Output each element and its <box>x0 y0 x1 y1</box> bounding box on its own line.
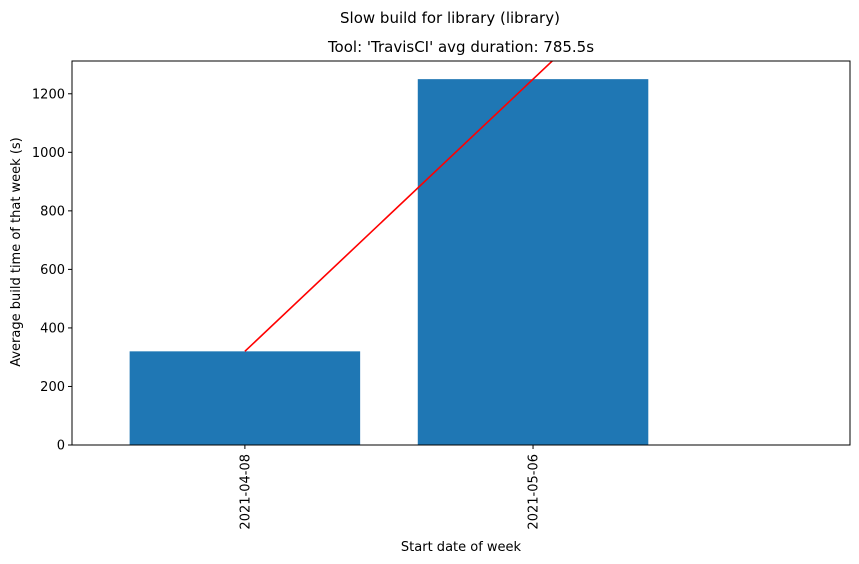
chart-suptitle: Slow build for library (library) <box>340 9 560 27</box>
chart-title: Tool: 'TravisCI' avg duration: 785.5s <box>327 38 594 56</box>
x-axis-ticks: 2021-04-08 2021-05-06 <box>238 445 542 530</box>
y-tick-label: 200 <box>40 380 65 395</box>
y-tick-label: 0 <box>57 439 65 454</box>
y-axis-ticks: 0 200 400 600 800 1000 1200 <box>32 87 72 454</box>
y-tick-label: 1000 <box>32 146 65 161</box>
bars-group <box>129 79 649 446</box>
trend-line <box>244 61 554 352</box>
y-axis-label: Average build time of that week (s) <box>9 137 24 367</box>
bar-2021-04-08 <box>129 351 361 445</box>
y-tick-label: 600 <box>40 263 65 278</box>
trend-line-group <box>244 61 554 352</box>
x-axis-label: Start date of week <box>401 540 522 555</box>
y-tick-label: 400 <box>40 321 65 336</box>
y-tick-label: 800 <box>40 204 65 219</box>
x-tick-label-2021-04-08: 2021-04-08 <box>238 454 253 530</box>
y-tick-label: 1200 <box>32 87 65 102</box>
x-tick-label-2021-05-06: 2021-05-06 <box>527 454 542 530</box>
plot-area: 0 200 400 600 800 1000 1200 2021-04-08 2021-05-… <box>32 60 851 530</box>
bar-2021-05-06 <box>417 79 649 446</box>
axes-frame <box>71 60 851 446</box>
